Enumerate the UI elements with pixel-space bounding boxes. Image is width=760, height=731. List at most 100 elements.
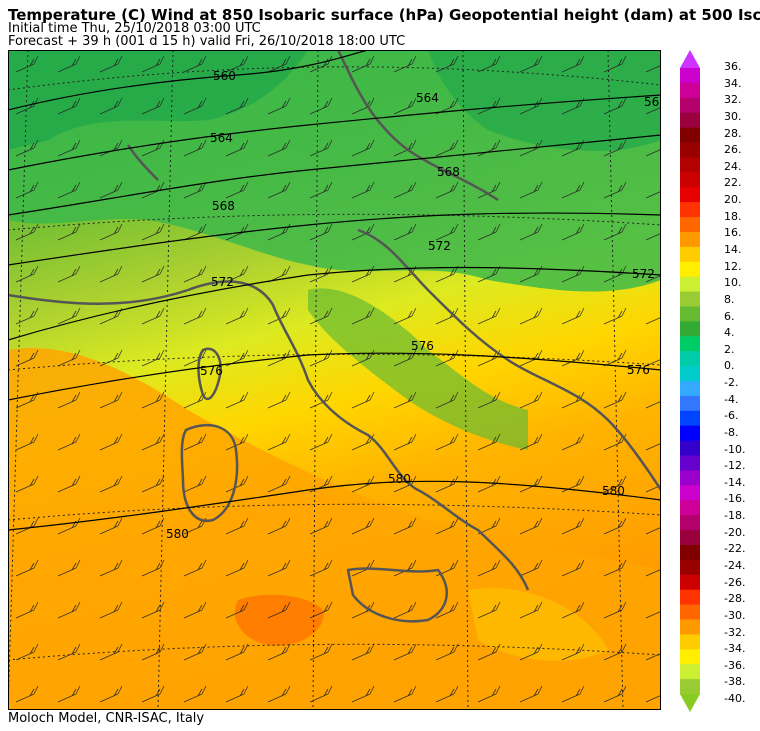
colorbar-cell	[680, 589, 700, 606]
contour-label: 564	[210, 131, 233, 145]
colorbar-bottom-arrow	[680, 694, 700, 712]
colorbar-label: 28.	[724, 126, 742, 140]
colorbar-label: 0.	[724, 359, 735, 373]
colorbar-cell	[680, 440, 700, 457]
colorbar-cell	[680, 619, 700, 635]
colorbar-label: -6.	[724, 409, 739, 423]
colorbar-cell	[680, 351, 700, 367]
contour-label: 568	[212, 199, 235, 213]
temperature-colorbar	[680, 50, 700, 712]
colorbar-cell	[680, 604, 700, 620]
colorbar-label: 18.	[724, 209, 742, 223]
colorbar-label: 34.	[724, 76, 742, 90]
contour-label: 56	[644, 95, 659, 109]
colorbar-label: -28.	[724, 592, 746, 606]
colorbar-label: 22.	[724, 176, 742, 190]
colorbar-cell	[680, 410, 700, 427]
contour-label: 560	[213, 69, 236, 83]
colorbar-cell	[680, 261, 700, 278]
colorbar-cell	[680, 336, 700, 352]
initial-time: Initial time Thu, 25/10/2018 03:00 UTC	[8, 21, 261, 36]
contour-label: 576	[411, 339, 434, 353]
contour-label: 580	[602, 484, 625, 498]
colorbar-cell	[680, 246, 700, 263]
contour-label: 580	[388, 472, 411, 486]
colorbar-label: 2.	[724, 342, 735, 356]
colorbar-label: 32.	[724, 93, 742, 107]
colorbar-cell	[680, 366, 700, 382]
contour-label: 580	[166, 527, 189, 541]
colorbar-cell	[680, 559, 700, 576]
lat-lon-grid	[8, 50, 661, 710]
colorbar-cell	[680, 649, 700, 665]
colorbar-cell	[680, 291, 700, 307]
colorbar-label: -40.	[724, 692, 746, 705]
colorbar-cell	[680, 231, 700, 248]
colorbar-cell	[680, 202, 700, 218]
contour-label: 568	[437, 165, 460, 179]
colorbar-label: -36.	[724, 658, 746, 672]
colorbar-cell	[680, 574, 700, 591]
colorbar-cell	[680, 217, 700, 233]
colorbar-label: -20.	[724, 525, 746, 539]
colorbar-label: -18.	[724, 509, 746, 523]
map-border	[8, 50, 661, 710]
wind-barbs	[8, 50, 661, 710]
chart-title: Temperature (C) Wind at 850 Isobaric sur…	[8, 6, 760, 24]
colorbar-cell	[680, 455, 700, 471]
colorbar-cell	[680, 276, 700, 293]
contour-label: 572	[211, 275, 234, 289]
colorbar-cell	[680, 500, 700, 516]
colorbar-label: -32.	[724, 625, 746, 639]
colorbar-label: -8.	[724, 425, 739, 439]
colorbar-label: 12.	[724, 259, 742, 273]
colorbar-cell	[680, 82, 700, 99]
geopotential-contours	[8, 50, 661, 531]
contour-label: 572	[428, 239, 451, 253]
colorbar-cell	[680, 381, 700, 397]
colorbar-cell	[680, 530, 700, 546]
contour-label: 576	[627, 363, 650, 377]
colorbar-top-arrow	[680, 50, 700, 68]
colorbar-label: 16.	[724, 226, 742, 240]
forecast-valid-time: Forecast + 39 h (001 d 15 h) valid Fri, …	[8, 34, 406, 49]
colorbar-cell	[680, 395, 700, 412]
colorbar-label: 4.	[724, 326, 735, 340]
colorbar-cell	[680, 634, 700, 650]
colorbar-label: 20.	[724, 193, 742, 207]
colorbar-cell	[680, 515, 700, 531]
colorbar-label: 24.	[724, 159, 742, 173]
colorbar-label: -38.	[724, 675, 746, 689]
model-credit: Moloch Model, CNR-ISAC, Italy	[8, 711, 205, 726]
colorbar-label: -14.	[724, 475, 746, 489]
colorbar-label: -10.	[724, 442, 746, 456]
colorbar-label: 10.	[724, 276, 742, 290]
colorbar-label: 26.	[724, 143, 742, 157]
colorbar-cell	[680, 485, 700, 501]
colorbar-cell	[680, 112, 700, 129]
coastlines	[8, 50, 661, 623]
colorbar-label: 8.	[724, 292, 735, 306]
colorbar-cell	[680, 157, 700, 173]
colorbar-label: -34.	[724, 642, 746, 656]
colorbar-cell	[680, 321, 700, 337]
colorbar-cell	[680, 544, 700, 561]
weather-map: 560 564 56 564 568 568 572 572 572 576 5…	[8, 50, 661, 710]
colorbar-label: -22.	[724, 542, 746, 556]
colorbar-cell	[680, 306, 700, 322]
colorbar-cell	[680, 142, 700, 158]
colorbar-label: -12.	[724, 459, 746, 473]
colorbar-label: 6.	[724, 309, 735, 323]
colorbar-label: -30.	[724, 608, 746, 622]
colorbar-label: -26.	[724, 575, 746, 589]
colorbar-cell	[680, 68, 700, 84]
colorbar-label: -4.	[724, 392, 739, 406]
colorbar-label: -16.	[724, 492, 746, 506]
colorbar-cell	[680, 679, 700, 695]
colorbar-cell	[680, 425, 700, 442]
colorbar-label: -2.	[724, 376, 739, 389]
contour-label: 576	[200, 364, 223, 378]
colorbar-label: 36.	[724, 60, 742, 73]
colorbar-label: 30.	[724, 109, 742, 123]
colorbar-cell	[680, 664, 700, 680]
